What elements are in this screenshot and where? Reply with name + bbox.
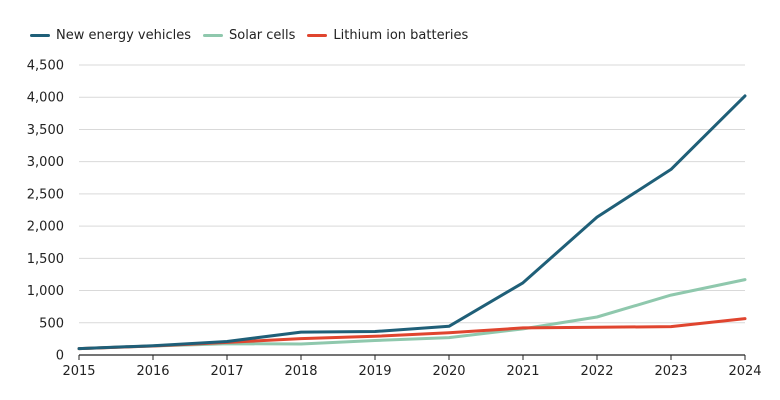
legend-label-solar-cells: Solar cells <box>229 28 296 43</box>
x-tick-label: 2022 <box>580 364 613 379</box>
y-tick-label: 0 <box>56 349 64 364</box>
y-tick-label: 4,000 <box>27 91 64 106</box>
y-tick-label: 3,500 <box>27 123 64 138</box>
legend-swatch-new-energy-vehicles <box>30 34 50 37</box>
legend-item-solar-cells: Solar cells <box>203 28 295 43</box>
x-tick-label: 2017 <box>210 364 243 379</box>
x-axis-ticks: 2015 2016 2017 2018 2019 2020 2021 2022 2023 2024 <box>62 355 762 379</box>
chart-legend: New energy vehicles Solar cells Lithium … <box>30 28 480 43</box>
x-tick-label: 2015 <box>62 364 95 379</box>
series-lines <box>77 94 747 351</box>
x-tick-label: 2020 <box>432 364 465 379</box>
y-tick-label: 3,000 <box>27 155 64 170</box>
x-tick-label: 2024 <box>728 364 761 379</box>
legend-item-lithium-ion-batteries: Lithium ion batteries <box>307 28 468 43</box>
gridlines <box>79 64 745 356</box>
x-tick-label: 2023 <box>654 364 687 379</box>
x-tick-label: 2016 <box>136 364 169 379</box>
y-tick-label: 4,500 <box>27 59 64 74</box>
legend-swatch-lithium-ion-batteries <box>307 34 328 37</box>
x-tick-label: 2018 <box>284 364 317 379</box>
x-tick-label: 2021 <box>506 364 539 379</box>
legend-swatch-solar-cells <box>203 34 223 37</box>
y-tick-label: 1,500 <box>27 252 64 267</box>
y-tick-label: 2,500 <box>27 187 64 202</box>
x-tick-label: 2019 <box>358 364 391 379</box>
y-tick-label: 500 <box>39 316 64 331</box>
legend-label-lithium-ion-batteries: Lithium ion batteries <box>333 28 469 43</box>
y-tick-label: 1,000 <box>27 284 64 299</box>
series-line-solar-cells <box>77 278 747 351</box>
y-axis-ticks: 0 500 1,000 1,500 2,000 2,500 3,000 3,500 4,000 4… <box>27 59 64 364</box>
series-line-new-energy-vehicles <box>77 94 747 351</box>
y-tick-label: 2,000 <box>27 220 64 235</box>
legend-item-new-energy-vehicles: New energy vehicles <box>30 28 191 43</box>
legend-label-new-energy-vehicles: New energy vehicles <box>56 28 191 43</box>
